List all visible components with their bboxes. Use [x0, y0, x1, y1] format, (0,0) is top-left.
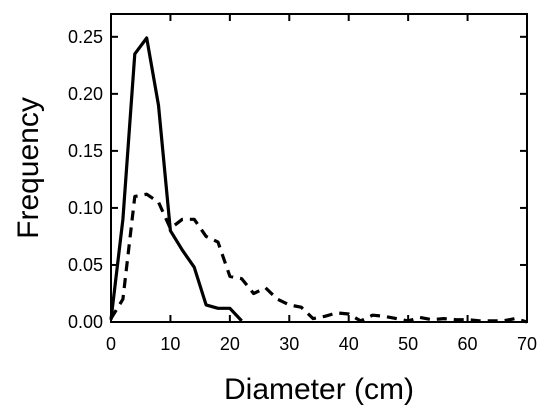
y-tick-label: 0.25: [68, 27, 103, 47]
x-tick-label: 30: [279, 334, 299, 354]
plot-frame: [110, 13, 528, 323]
y-tick-label: 0.00: [68, 312, 103, 332]
x-tick-label: 50: [398, 334, 418, 354]
y-axis-title: Frequency: [12, 97, 45, 239]
x-tick-label: 20: [220, 334, 240, 354]
x-tick-label: 70: [517, 334, 537, 354]
series-line-solid: [109, 36, 243, 322]
y-tick-label: 0.20: [68, 84, 103, 104]
y-tick-label: 0.15: [68, 141, 103, 161]
tick-layer: 0 10 20 30 40 50 60 70 0.00 0.05 0.10 0.15 0.20 0.25: [68, 14, 537, 354]
series-line-dashed: [109, 192, 528, 324]
y-tick-label: 0.05: [68, 255, 103, 275]
axes: [110, 13, 528, 323]
x-tick-label: 10: [160, 334, 180, 354]
series-layer: [109, 36, 528, 324]
x-axis-title: Diameter (cm): [224, 373, 414, 406]
y-tick-label: 0.10: [68, 198, 103, 218]
x-tick-label: 0: [106, 334, 116, 354]
x-tick-label: 60: [458, 334, 478, 354]
x-tick-label: 40: [339, 334, 359, 354]
